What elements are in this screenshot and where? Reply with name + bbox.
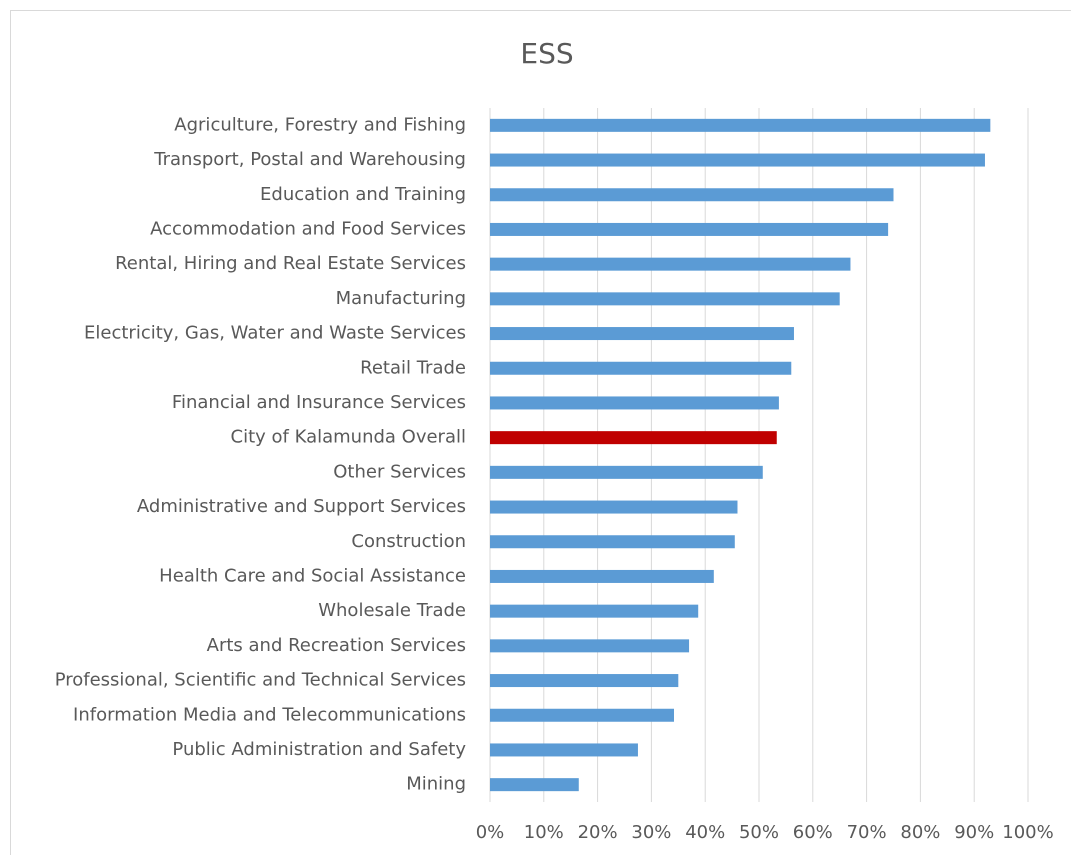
bar — [490, 500, 738, 514]
chart-title: ESS — [520, 37, 573, 70]
bar — [490, 431, 777, 445]
x-tick-label: 50% — [739, 822, 779, 843]
bar — [490, 708, 674, 722]
y-tick-label: Mining — [406, 774, 466, 795]
bar — [490, 222, 889, 236]
bar — [490, 118, 991, 132]
bar — [490, 569, 714, 583]
x-tick-label: 80% — [900, 822, 940, 843]
bar — [490, 604, 699, 618]
bar — [490, 257, 851, 271]
bar — [490, 361, 792, 375]
x-tick-label: 20% — [578, 822, 618, 843]
y-tick-label: Arts and Recreation Services — [207, 635, 466, 656]
x-tick-label: 90% — [954, 822, 994, 843]
y-tick-label: Agriculture, Forestry and Fishing — [174, 114, 466, 135]
x-tick-label: 60% — [793, 822, 833, 843]
y-tick-label: Wholesale Trade — [318, 600, 466, 621]
y-tick-label: Construction — [351, 531, 466, 552]
x-tick-label: 10% — [524, 822, 564, 843]
bar — [490, 396, 779, 410]
y-tick-label: Transport, Postal and Warehousing — [153, 149, 466, 170]
y-tick-label: Electricity, Gas, Water and Waste Servic… — [84, 323, 466, 344]
y-tick-label: Other Services — [333, 461, 466, 482]
bar — [490, 188, 894, 202]
y-tick-label: Professional, Scientific and Technical S… — [55, 670, 466, 691]
y-tick-label: Financial and Insurance Services — [172, 392, 466, 413]
x-tick-label: 70% — [847, 822, 887, 843]
bar — [490, 465, 763, 479]
y-tick-label: Administrative and Support Services — [137, 496, 466, 517]
bar — [490, 292, 840, 306]
y-tick-label: Manufacturing — [336, 288, 466, 309]
y-tick-label: Rental, Hiring and Real Estate Services — [115, 253, 466, 274]
x-tick-label: 0% — [476, 822, 505, 843]
y-tick-label: Education and Training — [260, 184, 466, 205]
bar — [490, 535, 735, 549]
bar — [490, 743, 638, 757]
bar — [490, 327, 794, 341]
y-tick-label: Public Administration and Safety — [172, 739, 466, 760]
bar — [490, 778, 579, 792]
bar — [490, 674, 679, 688]
bar — [490, 639, 690, 653]
y-tick-label: Information Media and Telecommunications — [73, 704, 466, 725]
x-tick-label: 100% — [1002, 822, 1053, 843]
y-tick-label: Health Care and Social Assistance — [159, 565, 466, 586]
y-tick-label: Accommodation and Food Services — [150, 218, 466, 239]
x-tick-label: 40% — [685, 822, 725, 843]
y-tick-label: Retail Trade — [360, 357, 466, 378]
bar — [490, 153, 985, 167]
y-tick-label: City of Kalamunda Overall — [231, 427, 466, 448]
x-tick-label: 30% — [631, 822, 671, 843]
